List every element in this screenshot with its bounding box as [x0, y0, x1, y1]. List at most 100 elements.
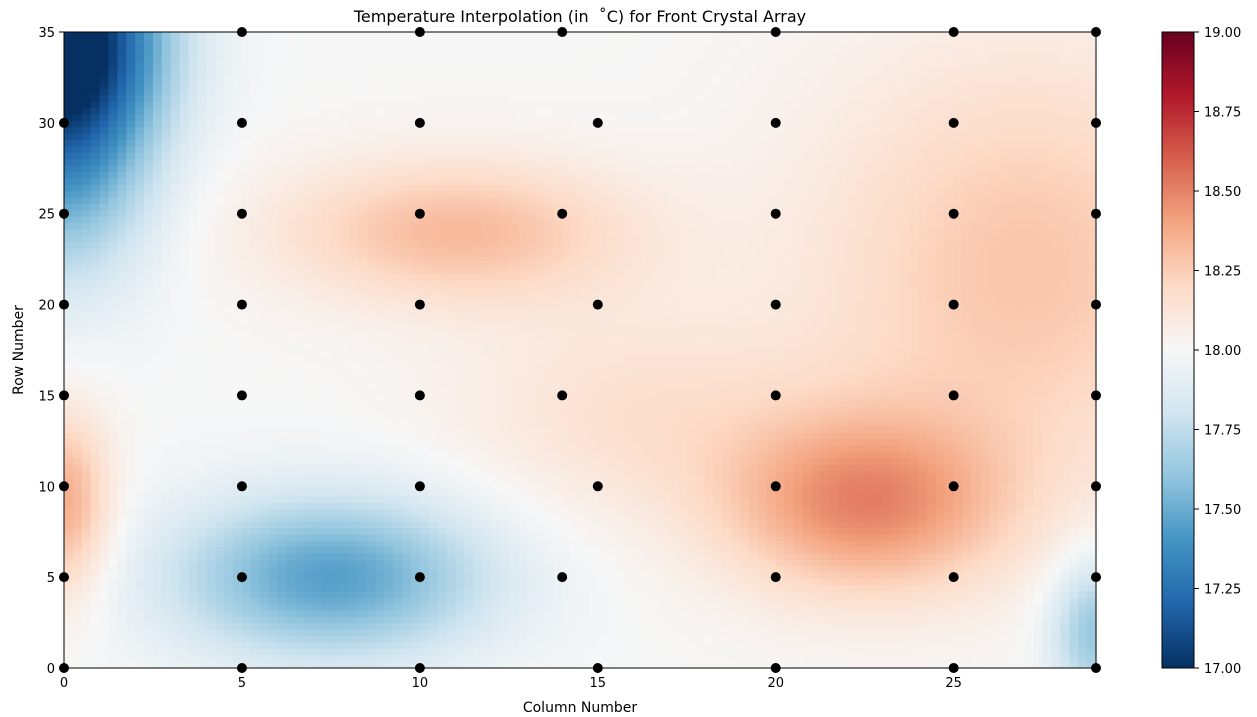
heatmap-cell	[384, 178, 394, 186]
heatmap-cell	[695, 38, 706, 46]
heatmap-cell	[1033, 216, 1044, 224]
heatmap-cell	[651, 178, 661, 186]
heatmap-cell	[428, 159, 439, 167]
heatmap-cell	[846, 165, 857, 173]
heatmap-cell	[286, 108, 296, 116]
heatmap-cell	[535, 286, 546, 294]
heatmap-cell	[482, 152, 492, 160]
heatmap-cell	[909, 121, 919, 128]
heatmap-cell	[295, 32, 305, 39]
heatmap-cell	[891, 191, 901, 198]
heatmap-cell	[277, 254, 288, 262]
heatmap-cell	[410, 286, 421, 294]
heatmap-cell	[517, 146, 528, 154]
heatmap-cell	[330, 95, 341, 103]
heatmap-cell	[918, 152, 928, 160]
heatmap-cell	[446, 63, 457, 71]
heatmap-cell	[606, 235, 617, 243]
heatmap-cell	[1007, 44, 1017, 52]
heatmap-cell	[455, 101, 465, 109]
heatmap-cell	[384, 127, 394, 135]
heatmap-cell	[526, 70, 537, 78]
heatmap-cell	[1060, 32, 1070, 39]
heatmap-cell	[1060, 235, 1070, 243]
heatmap-cell	[677, 178, 688, 186]
heatmap-cell	[482, 235, 492, 243]
heatmap-cell	[668, 89, 679, 97]
heatmap-cell	[642, 216, 652, 224]
heatmap-cell	[99, 171, 110, 179]
heatmap-cell	[980, 82, 990, 90]
heatmap-cell	[117, 184, 127, 192]
heatmap-cell	[971, 241, 981, 249]
heatmap-cell	[535, 197, 546, 205]
heatmap-cell	[410, 95, 421, 103]
heatmap-cell	[1087, 248, 1097, 256]
heatmap-cell	[633, 235, 643, 243]
heatmap-cell	[259, 95, 270, 103]
heatmap-cell	[304, 248, 314, 256]
heatmap-cell	[909, 292, 919, 300]
heatmap-cell	[731, 184, 741, 192]
heatmap-cell	[188, 70, 199, 78]
heatmap-cell	[1033, 248, 1044, 256]
heatmap-cell	[971, 32, 981, 39]
heatmap-cell	[268, 95, 279, 103]
heatmap-cell	[553, 235, 563, 243]
heatmap-cell	[749, 95, 759, 103]
heatmap-cell	[624, 146, 634, 154]
heatmap-cell	[588, 165, 599, 173]
heatmap-cell	[215, 51, 225, 59]
heatmap-cell	[615, 76, 626, 84]
heatmap-cell	[873, 114, 884, 122]
heatmap-cell	[277, 165, 288, 173]
heatmap-cell	[677, 299, 688, 307]
heatmap-cell	[322, 165, 332, 173]
heatmap-cell	[793, 203, 804, 211]
heatmap-cell	[1087, 89, 1097, 97]
heatmap-cell	[419, 273, 430, 281]
heatmap-cell	[695, 127, 706, 135]
heatmap-cell	[838, 108, 848, 116]
heatmap-cell	[241, 146, 252, 154]
heatmap-cell	[597, 76, 608, 84]
heatmap-cell	[188, 171, 199, 179]
heatmap-cell	[615, 191, 626, 198]
heatmap-cell	[233, 286, 243, 294]
heatmap-cell	[437, 38, 448, 46]
heatmap-cell	[802, 222, 812, 230]
heatmap-cell	[731, 210, 741, 218]
heatmap-cell	[64, 146, 74, 154]
heatmap-cell	[624, 38, 634, 46]
heatmap-cell	[535, 254, 546, 262]
heatmap-cell	[241, 121, 252, 128]
heatmap-cell	[553, 286, 563, 294]
heatmap-cell	[250, 254, 261, 262]
heatmap-cell	[188, 89, 199, 97]
heatmap-cell	[197, 165, 207, 173]
heatmap-cell	[197, 286, 207, 294]
heatmap-cell	[571, 267, 581, 275]
heatmap-cell	[1007, 82, 1017, 90]
heatmap-cell	[651, 159, 661, 167]
heatmap-cell	[677, 286, 688, 294]
heatmap-cell	[651, 241, 661, 249]
heatmap-cell	[517, 32, 528, 39]
heatmap-cell	[953, 95, 964, 103]
heatmap-cell	[668, 248, 679, 256]
heatmap-cell	[1069, 133, 1079, 141]
heatmap-cell	[295, 210, 305, 218]
heatmap-cell	[846, 229, 857, 237]
heatmap-cell	[152, 184, 163, 192]
heatmap-cell	[864, 248, 875, 256]
heatmap-cell	[197, 70, 207, 78]
heatmap-cell	[544, 114, 554, 122]
heatmap-cell	[1069, 171, 1079, 179]
heatmap-cell	[99, 57, 110, 65]
heatmap-cell	[339, 82, 350, 90]
heatmap-cell	[580, 121, 590, 128]
heatmap-cell	[740, 267, 750, 275]
heatmap-cell	[250, 260, 261, 268]
heatmap-cell	[695, 292, 706, 300]
heatmap-cell	[535, 38, 546, 46]
